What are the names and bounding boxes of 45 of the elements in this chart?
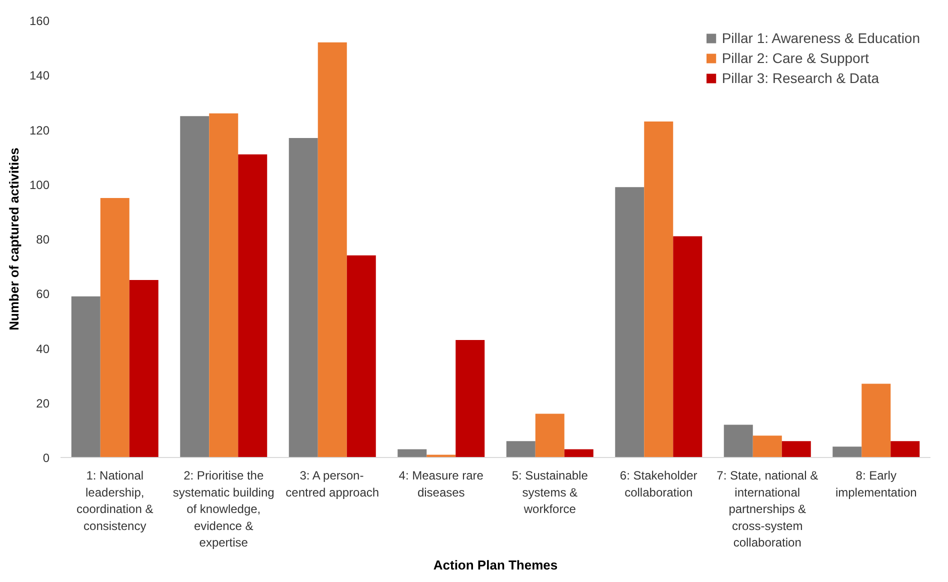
bar (564, 449, 594, 458)
bar (398, 449, 427, 458)
bar (724, 424, 753, 458)
bar (615, 187, 644, 458)
x-tick-label: 8: Early implementation (835, 468, 917, 500)
bar (862, 384, 891, 458)
y-tick-label: 60 (36, 287, 50, 302)
y-tick-label: 40 (36, 342, 50, 356)
x-tick-label: 2: Prioritise the systematic building of knowledge, evidence & expertise (172, 468, 274, 550)
y-tick-label: 80 (36, 232, 50, 246)
y-tick-label: 160 (29, 14, 50, 28)
x-tick-label: 1: National leadership, coordination & consistency (76, 468, 154, 533)
bar (890, 441, 920, 458)
y-tick-label: 140 (29, 68, 50, 83)
y-tick-label: 100 (29, 178, 50, 192)
bar (288, 138, 318, 458)
x-tick-label: 4: Measure rare diseases (398, 468, 484, 500)
legend-label: Pillar 1: Awareness & Education (722, 30, 920, 46)
bar (238, 154, 268, 458)
bar (100, 198, 130, 458)
bar (535, 414, 564, 458)
bar (644, 122, 674, 458)
bar (209, 113, 238, 458)
y-axis-title: Number of captured activities (6, 148, 22, 330)
x-axis-title: Action Plan Themes (433, 558, 558, 573)
bar (752, 436, 782, 458)
bar (346, 255, 376, 458)
x-tick-label: 6: Stakeholder collaboration (620, 468, 698, 500)
x-tick-label: 5: Sustainable systems & workforce (512, 468, 588, 516)
bar (782, 441, 811, 458)
bar (673, 236, 702, 458)
bar (832, 446, 862, 458)
bar (129, 280, 158, 458)
bar (318, 42, 347, 458)
bar (456, 340, 485, 458)
bar (506, 441, 536, 458)
legend-label: Pillar 2: Care & Support (722, 50, 869, 66)
y-tick-label: 120 (29, 123, 50, 138)
x-tick-label: 7: State, national & international partnerships & cross-system collaboration (716, 468, 818, 550)
x-tick-label: 3: A person- centred approach (286, 468, 380, 500)
y-tick-label: 20 (36, 396, 50, 410)
legend-label: Pillar 3: Research & Data (722, 70, 879, 86)
bar (71, 296, 100, 458)
y-tick-label: 0 (42, 451, 50, 465)
bar (180, 116, 210, 458)
